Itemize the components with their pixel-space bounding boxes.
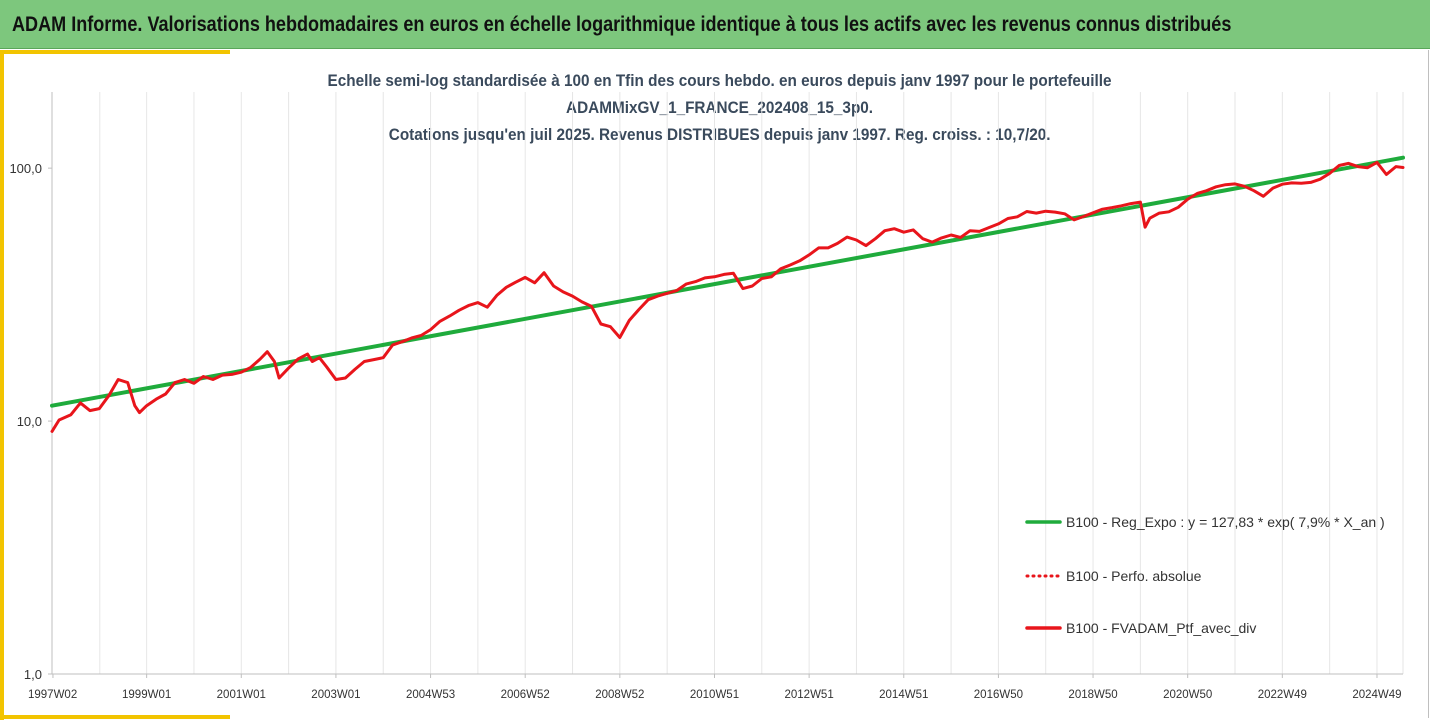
x-tick-label: 2024W49 bbox=[1352, 689, 1401, 701]
chart-title-line-1: Echelle semi-log standardisée à 100 en T… bbox=[328, 71, 1112, 90]
x-tick-label: 2022W49 bbox=[1258, 689, 1307, 701]
series-line-regression bbox=[50, 155, 1405, 408]
frame-border-right bbox=[1428, 50, 1429, 718]
x-tick-label: 2020W50 bbox=[1163, 689, 1212, 701]
x-tick-label: 2014W51 bbox=[879, 689, 928, 701]
y-tick-label: 1,0 bbox=[24, 667, 42, 682]
x-tick-label: 2003W01 bbox=[311, 689, 360, 701]
x-tick-label: 2001W01 bbox=[217, 689, 266, 701]
legend-regression-label: B100 - Reg_Expo : y = 127,83 * exp( 7,9%… bbox=[1066, 514, 1385, 530]
chart-title-line-3: Cotations jusqu'en juil 2025. Revenus DI… bbox=[389, 125, 1051, 144]
x-tick-label: 1999W01 bbox=[122, 689, 171, 701]
accent-line-top bbox=[0, 50, 230, 54]
x-tick-label: 2008W52 bbox=[595, 689, 644, 701]
page-title: ADAM Informe. Valorisations hebdomadaire… bbox=[12, 13, 1232, 36]
y-tick-label: 100,0 bbox=[9, 161, 42, 176]
y-tick-label: 10,0 bbox=[17, 414, 42, 429]
x-tick-label: 2010W51 bbox=[690, 689, 739, 701]
x-tick-label: 2018W50 bbox=[1068, 689, 1117, 701]
x-tick-label: 2012W51 bbox=[785, 689, 834, 701]
legend-portfolio-label: B100 - FVADAM_Ptf_avec_div bbox=[1066, 620, 1256, 636]
x-tick-label: 1997W02 bbox=[28, 689, 77, 701]
header-bar: ADAM Informe. Valorisations hebdomadaire… bbox=[0, 0, 1430, 49]
series-line-portfolio bbox=[50, 160, 1405, 433]
accent-line-left bbox=[0, 50, 4, 720]
chart-title-line-2: ADAMMixGV_1_FRANCE_202408_15_3p0. bbox=[566, 98, 874, 117]
x-tick-label: 2016W50 bbox=[974, 689, 1023, 701]
legend-perfo-absolue-label: B100 - Perfo. absolue bbox=[1066, 568, 1202, 584]
accent-line-bottom bbox=[0, 715, 230, 719]
x-tick-label: 2004W53 bbox=[406, 689, 455, 701]
x-tick-label: 2006W52 bbox=[501, 689, 550, 701]
